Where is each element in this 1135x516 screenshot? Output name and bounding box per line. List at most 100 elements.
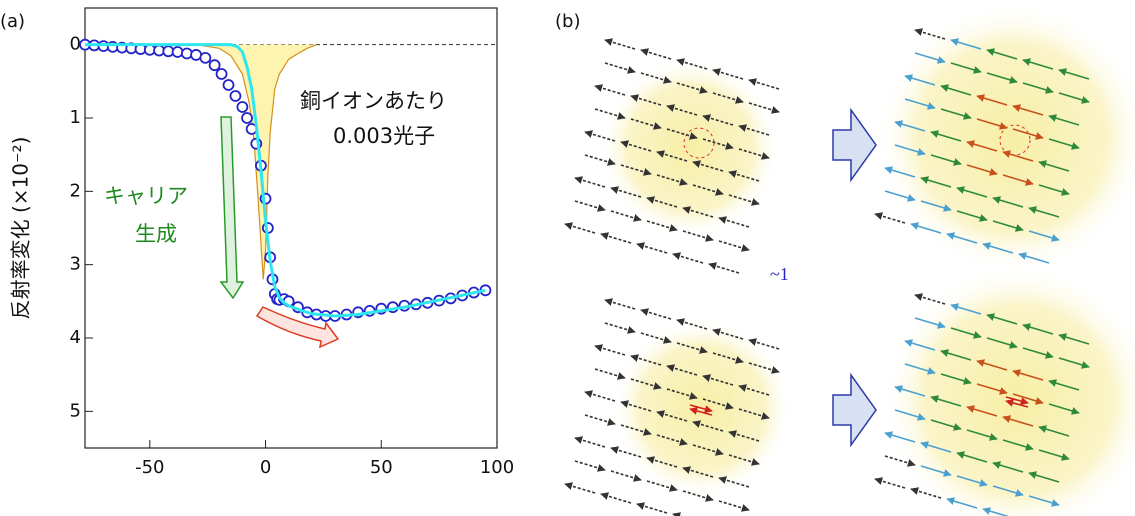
spin-arrow [884, 431, 916, 443]
spin-arrow [950, 303, 982, 315]
spin-arrow [676, 342, 708, 354]
spin-arrow [574, 460, 606, 472]
spin-arrow [584, 154, 616, 166]
spin-arrow [574, 200, 606, 212]
fit-line [85, 43, 486, 318]
spin-arrow [920, 200, 952, 212]
process-arrow [832, 372, 877, 448]
spin-arrow [712, 92, 744, 104]
spin-arrow [682, 466, 714, 478]
spin-arrow [986, 48, 1018, 60]
data-point [229, 90, 242, 102]
annotation: 生成 [135, 222, 177, 246]
y-tick-label: 4 [70, 327, 81, 348]
plot-area: 0 1 2 3 4 5 -50 0 50 100 [70, 7, 514, 478]
spin-arrow [666, 128, 698, 140]
spin-arrow [1038, 160, 1070, 172]
spin-arrow [930, 154, 962, 166]
spin-arrow [712, 352, 744, 364]
spin-arrow [1002, 150, 1034, 162]
spin-arrow [620, 400, 652, 412]
spin-arrow [976, 359, 1008, 371]
spin-arrow [692, 444, 724, 456]
spin-arrow [914, 28, 946, 40]
spin-arrow [894, 385, 926, 397]
spin-arrow [666, 364, 698, 376]
spin-arrow [940, 84, 972, 96]
spin-arrow [966, 405, 998, 417]
spin-arrow [950, 38, 982, 50]
spin-arrow [584, 390, 616, 402]
spin-arrow [1002, 174, 1034, 186]
spin-arrow [1058, 357, 1090, 369]
spin-arrow [728, 170, 760, 182]
spin-arrow [574, 436, 606, 448]
y-tick-label: 2 [70, 180, 81, 201]
x-tick-label: 100 [480, 457, 514, 478]
spin-arrow [636, 242, 668, 254]
spin-arrow [1018, 252, 1050, 264]
spin-arrow [966, 140, 998, 152]
spin-arrow [894, 144, 926, 156]
spin-arrow [728, 194, 760, 206]
excitation-glow [883, 265, 1135, 516]
spin-arrow [956, 475, 988, 487]
y-tick-label: 1 [70, 107, 81, 128]
spin-arrow [640, 332, 672, 344]
spin-arrow [1005, 396, 1029, 405]
spin-arrow [656, 174, 688, 186]
spin-arrow [666, 388, 698, 400]
spin-arrow [640, 48, 672, 60]
spin-arrow [718, 500, 750, 512]
spin-arrow [930, 395, 962, 407]
spin-arrow [594, 108, 626, 120]
spin-arrow [748, 102, 780, 114]
data-point [222, 79, 235, 91]
spin-arrow [728, 454, 760, 466]
spin-arrow [604, 322, 636, 334]
spin-arrow [1012, 104, 1044, 116]
spin-arrow [1048, 138, 1080, 150]
spin-arrow [748, 362, 780, 374]
spin-arrow [1022, 82, 1054, 94]
spin-arrow [884, 190, 916, 202]
spin-arrow [738, 384, 770, 396]
spin-arrow [894, 120, 926, 132]
spin-arrow [600, 492, 632, 504]
spin-arrow [594, 84, 626, 96]
spin-arrow [1048, 114, 1080, 126]
spin-arrow [956, 451, 988, 463]
data-point [236, 101, 249, 113]
spin-arrow [982, 507, 1010, 516]
spin-arrow [738, 124, 770, 136]
spin-arrow [692, 160, 724, 172]
spin-arrow [1028, 230, 1060, 242]
spin-arrow [630, 118, 662, 130]
data-point [215, 68, 228, 80]
process-arrow [832, 107, 877, 183]
spin-arrow [1028, 495, 1060, 507]
spin-arrow [904, 339, 936, 351]
spin-arrow [1012, 128, 1044, 140]
spin-arrow [950, 327, 982, 339]
spin-arrow [718, 240, 750, 252]
spin-arrow [656, 434, 688, 446]
spin-arrow [604, 38, 636, 50]
spin-arrow [574, 176, 606, 188]
spin-arrow [986, 313, 1018, 325]
spin-arrow [920, 176, 952, 188]
spin-arrow [682, 230, 714, 242]
spin-arrow [1022, 58, 1054, 70]
spin-arrow [630, 354, 662, 366]
spin-arrow [640, 72, 672, 84]
spin-arrow [620, 424, 652, 436]
carrier-arrow [219, 116, 245, 300]
spin-arrow [712, 328, 744, 340]
spin-arrow [748, 78, 780, 90]
spin-arrow [692, 184, 724, 196]
spin-arrow [992, 196, 1024, 208]
spin-arrow [940, 349, 972, 361]
spin-arrow [1022, 323, 1054, 335]
spin-arrow [646, 456, 678, 468]
